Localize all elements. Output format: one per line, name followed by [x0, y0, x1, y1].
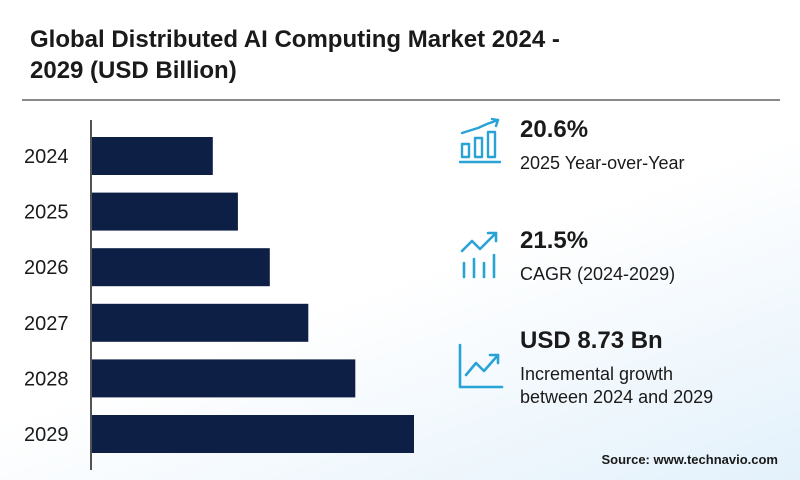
- category-label-2024: 2024: [24, 146, 69, 168]
- line-chart-up-icon: [458, 343, 504, 389]
- stat-yoy-desc: 2025 Year-over-Year: [520, 153, 685, 173]
- stat-incremental-desc-line-1: Incremental growth: [520, 364, 674, 384]
- stat-incremental-value: USD 8.73 Bn: [520, 327, 663, 354]
- category-label-2028: 2028: [24, 368, 69, 390]
- category-label-2029: 2029: [24, 424, 69, 446]
- bar-2029: [92, 415, 414, 453]
- title-divider: [22, 99, 780, 101]
- bar-2024: [92, 137, 213, 175]
- bar-2026: [92, 248, 270, 287]
- category-label-2025: 2025: [24, 202, 69, 224]
- category-label-2027: 2027: [24, 313, 69, 335]
- bar-chart: 2024 2025 2026 2027 2028 2029: [24, 120, 414, 470]
- trend-up-bars-icon: [460, 231, 498, 279]
- source-note: Source: www.technavio.com: [601, 452, 778, 467]
- bar-2025: [92, 192, 238, 231]
- stat-incremental-desc-line-2: between 2024 and 2029: [520, 387, 714, 407]
- bar-2027: [92, 303, 309, 342]
- stat-cagr-desc: CAGR (2024-2029): [520, 264, 676, 284]
- stat-yoy-value: 20.6%: [520, 116, 589, 143]
- bar-chart-growth-icon: [458, 117, 502, 164]
- stat-cagr-value: 21.5%: [520, 227, 589, 254]
- chart-title-line-2: 2029 (USD Billion): [30, 57, 237, 84]
- category-label-2026: 2026: [24, 257, 69, 279]
- chart-title-line-1: Global Distributed AI Computing Market 2…: [30, 26, 560, 53]
- chart-title: Global Distributed AI Computing Market 2…: [30, 24, 670, 86]
- bar-2028: [92, 359, 356, 398]
